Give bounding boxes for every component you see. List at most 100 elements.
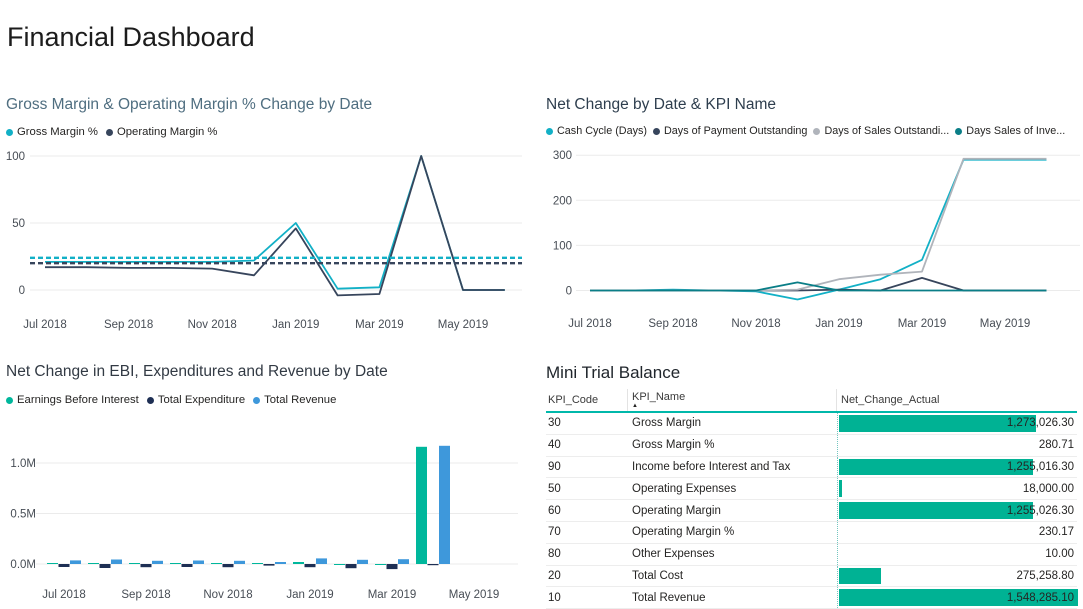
- cell-kpi-code: 40: [546, 439, 628, 451]
- x-axis-tick-label: Nov 2018: [731, 318, 780, 330]
- bar-earnings-before-interest[interactable]: [252, 563, 263, 564]
- cell-value-text: 1,548,285.10: [838, 587, 1074, 608]
- table-row[interactable]: 20Total Cost275,258.80: [546, 566, 1077, 588]
- cell-kpi-name: Operating Margin: [628, 505, 837, 517]
- bar-total-revenue[interactable]: [152, 561, 163, 564]
- legend-item-cash-cycle-days[interactable]: Cash Cycle (Days): [546, 125, 647, 137]
- y-axis-tick-label: 0.5M: [10, 509, 36, 521]
- table-row[interactable]: 50Operating Expenses18,000.00: [546, 478, 1077, 500]
- line-series-days-of-sales-outstandi[interactable]: [590, 159, 1047, 291]
- cell-net-change-actual: 280.71: [837, 435, 1077, 456]
- bar-total-revenue[interactable]: [275, 562, 286, 564]
- legend-label: Days of Payment Outstanding: [664, 125, 807, 137]
- legend-label: Gross Margin %: [17, 126, 98, 138]
- column-header-label: KPI_Name: [632, 391, 685, 403]
- table-row[interactable]: 40Gross Margin %280.71: [546, 435, 1077, 457]
- cell-net-change-actual: 1,548,285.10: [837, 587, 1077, 608]
- bar-total-revenue[interactable]: [234, 561, 245, 564]
- cell-net-change-actual: 18,000.00: [837, 478, 1077, 499]
- cell-value-text: 1,255,016.30: [838, 457, 1074, 478]
- legend-label: Days of Sales Outstandi...: [824, 125, 949, 137]
- legend-item-days-sales-of-inve[interactable]: Days Sales of Inve...: [955, 125, 1065, 137]
- bar-total-revenue[interactable]: [398, 559, 409, 564]
- legend-item-gross-margin[interactable]: Gross Margin %: [6, 126, 98, 138]
- bar-total-revenue[interactable]: [357, 560, 368, 564]
- cell-value-text: 275,258.80: [838, 566, 1074, 587]
- x-axis-tick-label: Jul 2018: [42, 589, 85, 601]
- y-axis-tick-label: 100: [6, 151, 25, 163]
- cell-kpi-code: 80: [546, 548, 628, 560]
- cell-value-text: 1,273,026.30: [838, 413, 1074, 434]
- bar-total-expenditure[interactable]: [264, 564, 275, 566]
- bar-total-expenditure[interactable]: [223, 564, 234, 567]
- bar-earnings-before-interest[interactable]: [211, 563, 222, 564]
- legend-item-earnings-before-interest[interactable]: Earnings Before Interest: [6, 394, 139, 406]
- legend-item-days-of-payment-outstanding[interactable]: Days of Payment Outstanding: [653, 125, 807, 137]
- table-row[interactable]: 30Gross Margin1,273,026.30: [546, 413, 1077, 435]
- bar-earnings-before-interest[interactable]: [47, 563, 58, 564]
- cell-net-change-actual: 230.17: [837, 522, 1077, 543]
- bar-chart-plot[interactable]: 0.0M0.5M1.0MJul 2018Sep 2018Nov 2018Jan …: [6, 420, 530, 606]
- legend-dot-icon: [546, 128, 553, 135]
- cell-value-text: 10.00: [838, 544, 1074, 565]
- bar-total-expenditure[interactable]: [182, 564, 193, 567]
- bar-total-expenditure[interactable]: [59, 564, 70, 567]
- bar-total-expenditure[interactable]: [428, 564, 439, 565]
- cell-net-change-actual: 1,255,026.30: [837, 500, 1077, 521]
- cell-value-text: 280.71: [838, 435, 1074, 456]
- bar-earnings-before-interest[interactable]: [293, 562, 304, 564]
- bar-total-expenditure[interactable]: [141, 564, 152, 567]
- bar-total-expenditure[interactable]: [100, 564, 111, 568]
- line-series-cash-cycle-days[interactable]: [590, 160, 1047, 300]
- line-chart-plot[interactable]: 0100200300Jul 2018Sep 2018Nov 2018Jan 20…: [546, 140, 1083, 340]
- legend-item-operating-margin[interactable]: Operating Margin %: [106, 126, 217, 138]
- x-axis-tick-label: Mar 2019: [368, 589, 417, 601]
- table-row[interactable]: 90Income before Interest and Tax1,255,01…: [546, 457, 1077, 479]
- bar-earnings-before-interest[interactable]: [334, 564, 345, 565]
- bar-earnings-before-interest[interactable]: [88, 563, 99, 564]
- x-axis-tick-label: Jul 2018: [23, 319, 66, 331]
- bar-total-expenditure[interactable]: [346, 564, 357, 568]
- legend-label: Total Expenditure: [158, 394, 245, 406]
- legend-label: Cash Cycle (Days): [557, 125, 647, 137]
- bar-total-expenditure[interactable]: [305, 564, 316, 567]
- x-axis-tick-label: Mar 2019: [898, 318, 947, 330]
- legend-item-total-expenditure[interactable]: Total Expenditure: [147, 394, 245, 406]
- column-header-kpi-code[interactable]: KPI_Code: [546, 389, 628, 411]
- column-header-label: Net_Change_Actual: [841, 394, 939, 406]
- legend-dot-icon: [6, 397, 13, 404]
- bar-total-revenue[interactable]: [439, 446, 450, 564]
- table-row[interactable]: 60Operating Margin1,255,026.30: [546, 500, 1077, 522]
- bar-earnings-before-interest[interactable]: [375, 564, 386, 565]
- x-axis-tick-label: May 2019: [980, 318, 1031, 330]
- y-axis-tick-label: 50: [12, 218, 25, 230]
- line-chart-plot[interactable]: 050100Jul 2018Sep 2018Nov 2018Jan 2019Ma…: [6, 145, 530, 345]
- mini-trial-balance-table: Mini Trial Balance KPI_Code KPI_Name ▲ N…: [546, 363, 1077, 609]
- line-series-operating-margin[interactable]: [45, 156, 505, 295]
- bar-earnings-before-interest[interactable]: [129, 563, 140, 564]
- bar-total-expenditure[interactable]: [387, 564, 398, 569]
- x-axis-tick-label: Sep 2018: [104, 319, 153, 331]
- table-row[interactable]: 70Operating Margin %230.17: [546, 522, 1077, 544]
- bar-total-revenue[interactable]: [316, 558, 327, 564]
- column-header-kpi-name[interactable]: KPI_Name ▲: [628, 389, 837, 411]
- legend-item-total-revenue[interactable]: Total Revenue: [253, 394, 336, 406]
- x-axis-tick-label: Jul 2018: [568, 318, 611, 330]
- chart-legend: Gross Margin % Operating Margin %: [6, 126, 217, 138]
- bar-earnings-before-interest[interactable]: [170, 563, 181, 564]
- bar-total-revenue[interactable]: [70, 560, 81, 564]
- x-axis-tick-label: Nov 2018: [188, 319, 237, 331]
- legend-item-days-of-sales-outstandi[interactable]: Days of Sales Outstandi...: [813, 125, 949, 137]
- x-axis-tick-label: May 2019: [438, 319, 489, 331]
- column-header-net-change-actual[interactable]: Net_Change_Actual: [837, 389, 1077, 411]
- y-axis-tick-label: 0: [566, 286, 572, 298]
- table-row[interactable]: 80Other Expenses10.00: [546, 544, 1077, 566]
- x-axis-tick-label: Nov 2018: [203, 589, 252, 601]
- cell-kpi-name: Operating Margin %: [628, 526, 837, 538]
- bar-total-revenue[interactable]: [193, 561, 204, 565]
- table-row[interactable]: 10Total Revenue1,548,285.10: [546, 587, 1077, 609]
- x-axis-tick-label: Sep 2018: [121, 589, 170, 601]
- bar-earnings-before-interest[interactable]: [416, 447, 427, 564]
- bar-total-revenue[interactable]: [111, 560, 122, 565]
- cell-kpi-name: Other Expenses: [628, 548, 837, 560]
